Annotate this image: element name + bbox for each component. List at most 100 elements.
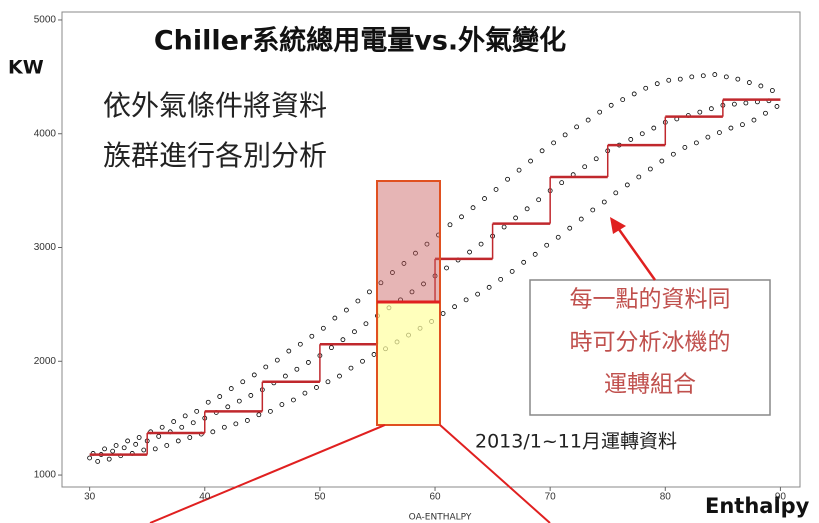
point [390,270,395,275]
point [551,140,557,146]
point [156,433,162,439]
point [478,241,484,247]
point [774,104,780,109]
point [636,174,642,180]
point [601,199,607,205]
point [689,74,695,80]
point [291,397,296,403]
point [740,122,745,128]
point [532,251,538,257]
y-tick-label: 2000 [34,356,57,367]
point [294,366,300,372]
point [217,394,223,399]
point [731,101,737,107]
point [87,455,93,461]
point [133,441,139,447]
point [708,106,714,112]
point [444,265,449,271]
point [225,404,231,410]
point [717,130,722,135]
point [555,234,561,240]
point [244,418,250,423]
point [256,412,262,418]
x-tick-label: 80 [660,492,672,503]
y-tick-label: 3000 [34,242,57,253]
point [159,424,165,430]
point [751,117,757,123]
point [187,435,193,440]
point [360,358,365,364]
point [763,110,768,116]
point [735,76,741,82]
point [348,365,354,371]
point [110,448,116,454]
point [582,164,588,170]
point [498,276,504,282]
chart-title: Chiller系統總用電量vs.外氣變化 [154,25,566,57]
point [121,445,127,451]
highlight-lower [376,301,441,426]
point [282,373,288,379]
point [340,337,346,343]
point [631,91,637,97]
x-axis-label: OA-ENTHALPY [409,513,472,523]
point [666,77,672,83]
point [659,158,665,164]
point [493,187,499,192]
point [164,443,170,448]
annotation-box [529,279,771,416]
point [613,190,619,196]
point [475,291,481,297]
point [352,329,357,335]
point [152,446,158,452]
point [516,167,522,173]
pointer-line [149,424,386,523]
point [337,373,342,379]
point [125,438,131,444]
x-axis-label-large: Enthalpy [705,494,810,518]
point [233,421,239,427]
x-tick-label: 90 [775,492,787,503]
point [424,241,430,247]
point [286,348,292,354]
point [524,206,530,212]
point [746,80,752,85]
point [302,390,308,396]
point [210,429,216,435]
point [608,102,614,108]
point [712,72,718,77]
point [528,158,533,164]
point [102,446,107,452]
point [463,297,469,303]
point [743,100,749,106]
point [597,109,603,115]
point [267,408,273,414]
annotation: 每一點的資料同 [570,287,731,313]
point [236,398,242,404]
point [482,196,487,201]
point [194,408,200,414]
point [190,420,196,426]
y-tick-label: 4000 [34,128,57,139]
point [297,341,303,347]
point [651,125,657,131]
point [113,443,119,448]
point [106,456,112,462]
point [620,97,626,103]
point [521,259,527,265]
point [536,197,542,203]
point [179,424,185,430]
annotation: 依外氣條件將資料 [103,89,327,122]
annotation: 族群進行各別分析 [103,139,327,172]
point [279,402,285,407]
point [367,289,372,295]
point [343,307,349,313]
point [378,280,384,286]
point [309,333,315,339]
point [467,249,472,255]
point [705,134,711,140]
point [251,372,257,378]
x-tick-label: 60 [429,492,441,503]
